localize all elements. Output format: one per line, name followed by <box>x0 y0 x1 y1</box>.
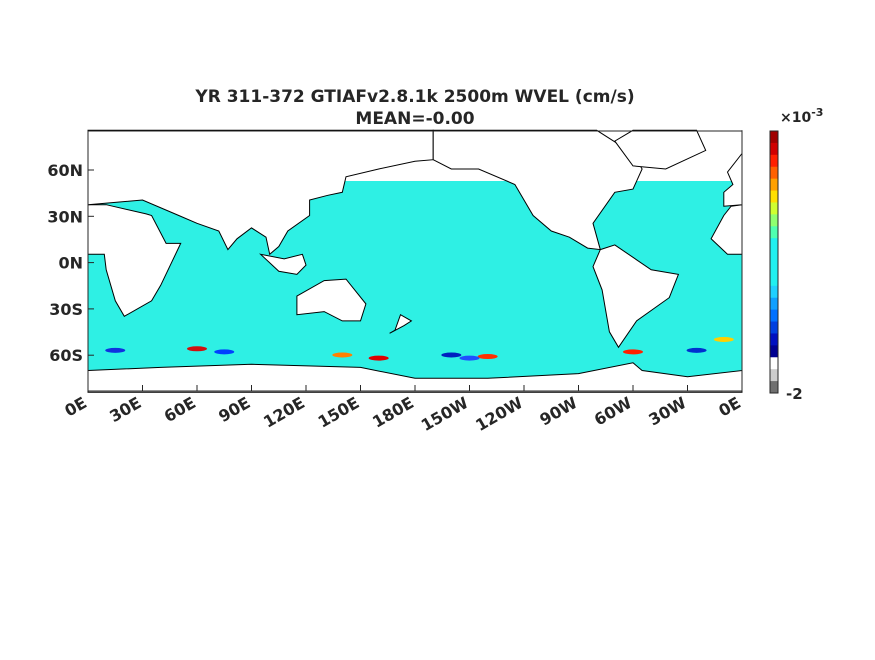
current-feature <box>686 347 707 353</box>
colorbar-segment <box>770 226 778 239</box>
land <box>614 129 707 170</box>
title-line: YR 311-372 GTIAFv2.8.1k 2500m WVEL (cm/s… <box>194 87 634 107</box>
current-feature <box>459 355 480 361</box>
lon-label: 60E <box>161 393 199 426</box>
exponent-text: -3 <box>811 106 823 119</box>
colorbar-segment <box>770 273 778 287</box>
colorbar-segment <box>770 166 778 180</box>
current-feature <box>105 347 126 353</box>
colorbar-segment <box>770 285 778 299</box>
lat-label: 60S <box>49 346 83 365</box>
lon-label: 60W <box>591 393 635 430</box>
colorbar-segment <box>770 262 778 275</box>
lon-label: 0E <box>61 393 90 420</box>
lon-label: 30W <box>645 393 689 430</box>
lon-label: 120W <box>472 393 526 435</box>
map <box>87 129 743 393</box>
lon-label: 150W <box>418 393 472 435</box>
colorbar-segment <box>770 131 778 144</box>
current-feature <box>623 349 643 355</box>
colorbar-segment <box>770 202 778 215</box>
lon-label: 90E <box>215 393 253 426</box>
colorbar-tick-label: -2 <box>786 385 803 403</box>
lat-label: 30S <box>49 300 83 319</box>
current-feature <box>332 352 353 358</box>
lon-label: 30E <box>106 393 144 426</box>
colorbar-segment <box>770 250 778 263</box>
title-line: MEAN=-0.00 <box>355 109 474 129</box>
current-feature <box>477 354 498 360</box>
lat-label: 30N <box>47 207 83 226</box>
land <box>389 313 413 334</box>
colorbar-multiplier: ×10-3 <box>780 106 823 126</box>
lon-label: 0E <box>715 393 744 420</box>
colorbar-segment <box>770 238 778 251</box>
land <box>258 253 307 275</box>
land <box>592 244 680 349</box>
colorbar: -2 <box>769 130 803 403</box>
lon-label: 180E <box>369 393 417 432</box>
current-feature <box>441 352 462 358</box>
colorbar-segment <box>770 309 778 323</box>
current-feature <box>368 355 389 361</box>
multiplier-text: ×10 <box>780 110 811 126</box>
land <box>296 278 367 322</box>
colorbar-segment <box>770 190 778 203</box>
land <box>87 204 182 317</box>
land <box>87 129 434 256</box>
current-feature <box>214 349 235 355</box>
lat-label: 60N <box>47 161 83 180</box>
colorbar-segment <box>770 357 778 370</box>
colorbar-segment <box>770 297 778 311</box>
colorbar-segment <box>770 345 778 358</box>
lat-label: 0N <box>58 254 83 273</box>
colorbar-segment <box>770 142 778 156</box>
colorbar-segment <box>770 214 778 227</box>
colorbar-segment <box>770 381 778 394</box>
colorbar-segment <box>770 154 778 168</box>
lon-label: 120E <box>260 393 308 432</box>
colorbar-frame <box>769 130 779 394</box>
current-feature <box>187 346 207 352</box>
lon-label: 90W <box>536 393 580 430</box>
colorbar-segment <box>770 369 778 382</box>
current-feature <box>713 337 734 342</box>
colorbar-segment <box>770 333 778 346</box>
lon-label: 150E <box>315 393 363 432</box>
colorbar-segment <box>770 178 778 192</box>
colorbar-segment <box>770 321 778 334</box>
